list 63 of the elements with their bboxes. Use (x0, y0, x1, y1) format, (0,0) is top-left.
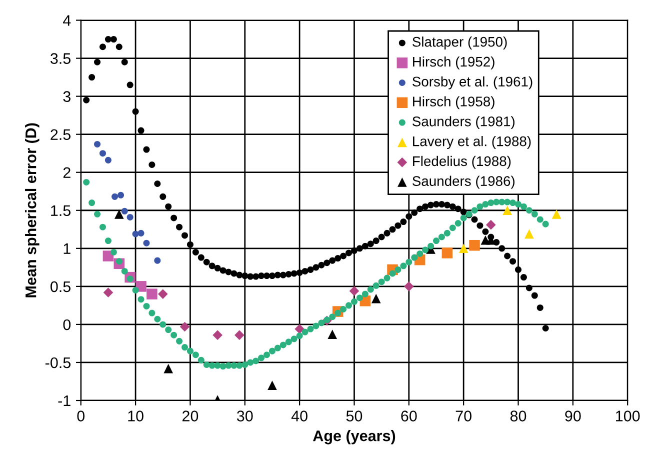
x-tick-label: 50 (346, 410, 362, 422)
legend-label: Slataper (1950) (412, 36, 507, 50)
x-tick-label: 20 (182, 410, 198, 422)
point (458, 244, 468, 254)
x-tick-label: 80 (510, 410, 526, 422)
point (154, 257, 161, 264)
y-axis-title: Mean spherical error (D) (25, 123, 40, 298)
point (349, 286, 360, 296)
point (442, 248, 453, 258)
point (121, 208, 128, 214)
y-tick-label: 2 (63, 167, 70, 178)
y-tick-label: -0.5 (46, 357, 71, 368)
x-tick-label: 100 (616, 410, 640, 422)
y-tick-label: 1.5 (51, 205, 71, 216)
point (104, 156, 112, 164)
point (103, 288, 114, 298)
point (146, 288, 158, 300)
legend-label: Saunders (1986) (412, 176, 514, 189)
point (126, 214, 134, 220)
x-tick-label: 70 (456, 410, 472, 422)
y-tick-label: 3.5 (50, 53, 71, 64)
y-tick-label: 1 (64, 243, 70, 254)
legend-label: Saunders (1981) (412, 116, 514, 130)
y-tick-label: 0 (63, 319, 71, 330)
point (99, 150, 106, 157)
point (94, 140, 101, 148)
legend-label: Fledelius (1988) (413, 156, 511, 169)
legend-label: Hirsch (1952) (413, 56, 494, 70)
point (164, 364, 174, 374)
x-axis-title: Age (years) (313, 430, 396, 444)
point (371, 294, 381, 304)
point (404, 282, 414, 292)
point (552, 210, 562, 219)
x-tick-label: 60 (401, 410, 417, 422)
y-tick-label: 2.5 (50, 129, 71, 140)
x-tick-label: 10 (128, 410, 144, 422)
point (486, 220, 496, 230)
point (114, 210, 124, 219)
point (118, 192, 124, 198)
x-tick-label: 30 (236, 410, 253, 422)
point (212, 330, 222, 340)
legend-label: Lavery et al. (1988) (413, 136, 531, 149)
y-tick-label: -1 (58, 396, 70, 406)
point (112, 193, 118, 200)
legend-label: Sorsby et al. (1961) (412, 76, 532, 90)
point (158, 289, 168, 299)
point (502, 206, 512, 216)
point (524, 229, 534, 239)
x-tick-label: 90 (565, 410, 581, 422)
point (469, 240, 480, 251)
y-tick-label: 0.5 (50, 281, 71, 292)
x-tick-label: 0 (77, 410, 85, 422)
point (234, 330, 244, 340)
point (180, 322, 190, 332)
point (138, 230, 144, 236)
y-tick-label: 4 (63, 15, 71, 26)
y-tick-label: 3 (63, 91, 70, 102)
point (132, 230, 139, 238)
point (143, 240, 150, 246)
point (268, 380, 277, 390)
x-tick-label: 40 (291, 410, 308, 422)
point (328, 330, 338, 339)
legend-label: Hirsch (1958) (413, 96, 494, 110)
